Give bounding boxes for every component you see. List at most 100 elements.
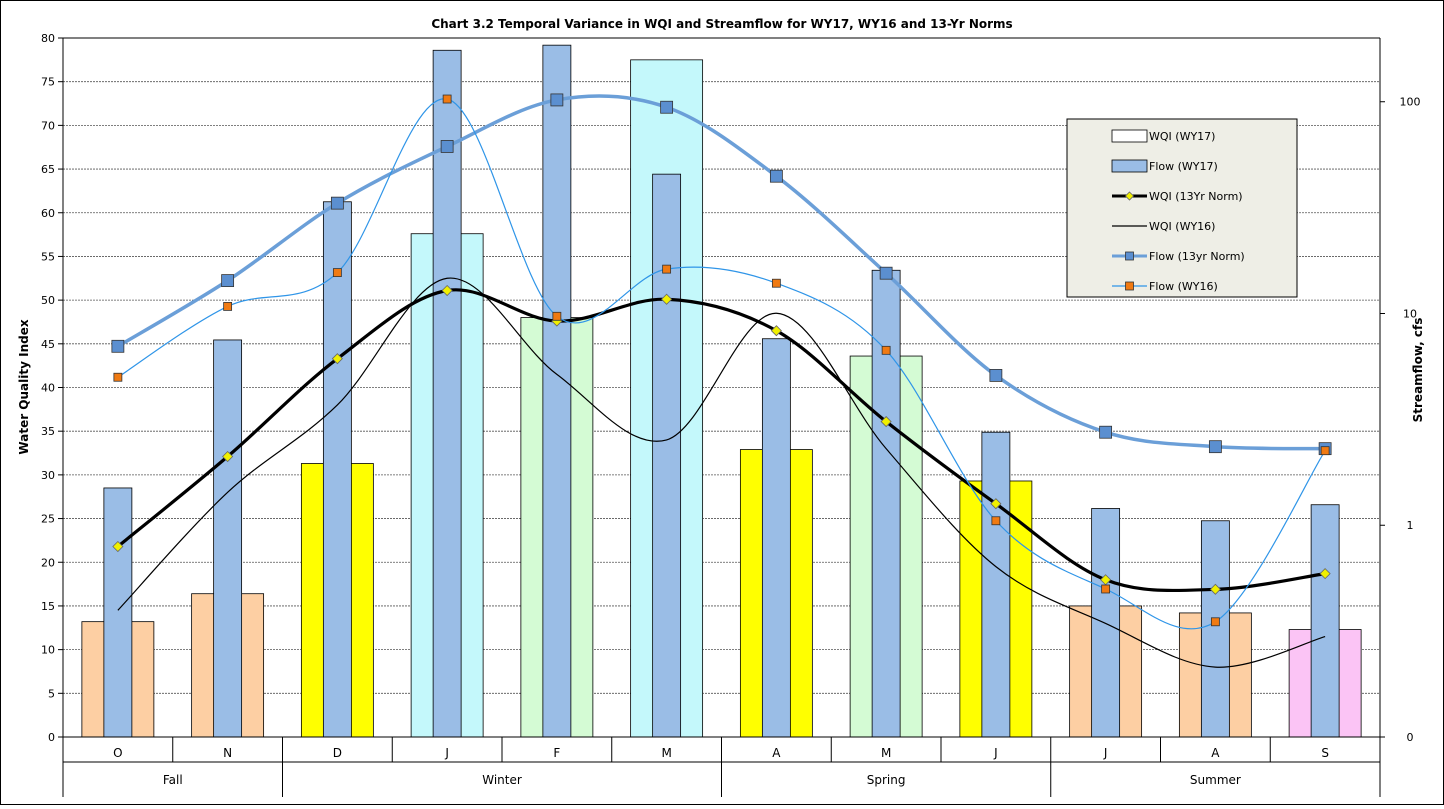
x-tick-label-8: J <box>993 746 998 760</box>
x-tick-label-4: F <box>553 746 560 760</box>
bar-flow-wy17-6 <box>761 338 791 738</box>
y-tick-label-5: 5 <box>48 687 55 700</box>
marker-flow-wy16-3 <box>442 94 452 104</box>
legend-label-flow-13yr-norm: Flow (13yr Norm) <box>1149 250 1245 263</box>
y-tick-label-70: 70 <box>41 119 55 132</box>
marker-flow-13yr-norm-2 <box>330 196 344 210</box>
marker-flow-13yr-norm-4 <box>550 93 564 107</box>
marker-flow-13yr-norm-5 <box>660 100 674 114</box>
marker-flow-wy16-9 <box>1101 584 1111 594</box>
marker-wqi-13yr-norm-1 <box>222 450 234 463</box>
marker-wqi-13yr-norm-6 <box>770 325 782 337</box>
y-tick-label-50: 50 <box>41 294 55 307</box>
marker-wqi-13yr-norm-0 <box>112 540 124 553</box>
marker-flow-wy16-7 <box>881 345 891 355</box>
legend-entry-wqi-wy16: WQI (WY16) <box>1112 220 1215 233</box>
marker-flow-13yr-norm-6 <box>769 169 783 183</box>
marker-layer <box>111 93 1332 627</box>
marker-flow-wy16-8 <box>991 516 1001 526</box>
legend-marker-flow-wy16 <box>1125 281 1134 291</box>
y-tick-label-25: 25 <box>41 513 55 526</box>
marker-wqi-13yr-norm-2 <box>331 353 343 365</box>
bar-flow-wy17-8 <box>981 431 1011 738</box>
marker-wqi-13yr-norm-10 <box>1209 583 1221 595</box>
y-tick-label-55: 55 <box>41 250 55 263</box>
legend-entry-flow-wy17: Flow (WY17) <box>1111 159 1218 173</box>
bar-flow-wy17-0 <box>103 487 133 738</box>
y-tick-label-15: 15 <box>41 600 55 613</box>
marker-flow-13yr-norm-0 <box>111 339 125 353</box>
marker-wqi-13yr-norm-11 <box>1319 568 1331 580</box>
marker-flow-wy16-0 <box>113 372 123 382</box>
x-tick-label-5: M <box>661 746 671 760</box>
bar-flow-wy17-11 <box>1310 504 1340 738</box>
x-tick-label-9: J <box>1103 746 1108 760</box>
y2-tick-label-0: 0 <box>1407 731 1414 744</box>
x-tick-label-3: J <box>444 746 449 760</box>
marker-flow-wy16-2 <box>332 268 342 278</box>
legend-entry-wqi-13yr-norm: WQI (13Yr Norm) <box>1112 190 1243 203</box>
legend-entry-flow-13yr-norm: Flow (13yr Norm) <box>1112 250 1245 263</box>
y-tick-label-0: 0 <box>48 731 55 744</box>
marker-flow-13yr-norm-8 <box>989 369 1003 382</box>
marker-flow-13yr-norm-7 <box>879 266 893 280</box>
marker-flow-wy16-1 <box>223 302 233 311</box>
legend: WQI (WY17) Flow (WY17) WQI (13Yr Norm) WQI … <box>1066 118 1298 298</box>
legend-label-wqi-13yr-norm: WQI (13Yr Norm) <box>1149 190 1243 203</box>
y-tick-label-45: 45 <box>41 338 55 351</box>
y2-tick-label-10: 10 <box>1403 307 1417 320</box>
bar-flow-wy17-10 <box>1200 520 1230 738</box>
legend-label-flow-wy17: Flow (WY17) <box>1149 160 1218 173</box>
season-label-winter: Winter <box>482 773 522 787</box>
marker-flow-wy16-5 <box>662 264 672 274</box>
y2-axis-label: Streamflow, cfs <box>1411 318 1425 423</box>
marker-flow-wy16-11 <box>1320 446 1330 456</box>
y-tick-label-35: 35 <box>41 425 55 438</box>
bar-flow-wy17-4 <box>542 44 572 738</box>
y-tick-label-60: 60 <box>41 207 55 220</box>
y-tick-label-20: 20 <box>41 556 55 569</box>
x-tick-label-1: N <box>223 746 232 760</box>
x-tick-label-11: S <box>1321 746 1329 760</box>
y-tick-label-30: 30 <box>41 469 55 482</box>
bar-flow-wy17-3 <box>432 49 462 738</box>
marker-wqi-13yr-norm-7 <box>880 416 892 428</box>
marker-flow-13yr-norm-10 <box>1208 440 1222 454</box>
axis-layer: 0 5 10 15 20 25 30 35 40 45 50 55 60 65 70 75 80 0 1 10 100 O… <box>41 32 1421 797</box>
chart-title: Chart 3.2 Temporal Variance in WQI and S… <box>431 17 1012 31</box>
marker-flow-wy16-10 <box>1210 617 1220 627</box>
marker-wqi-13yr-norm-8 <box>990 498 1002 510</box>
marker-flow-13yr-norm-9 <box>1099 425 1113 439</box>
marker-flow-13yr-norm-1 <box>221 274 235 288</box>
bar-flow-wy17-9 <box>1091 508 1121 738</box>
y-tick-label-80: 80 <box>41 32 55 45</box>
y-axis-label: Water Quality Index <box>17 319 31 454</box>
season-label-spring: Spring <box>867 773 906 787</box>
x-tick-label-7: M <box>881 746 891 760</box>
marker-flow-wy16-4 <box>552 311 562 321</box>
legend-label-flow-wy16: Flow (WY16) <box>1149 280 1218 293</box>
season-label-fall: Fall <box>163 773 183 787</box>
x-tick-label-6: A <box>772 746 781 760</box>
legend-label-wqi-wy16: WQI (WY16) <box>1149 220 1215 233</box>
bar-flow-wy17-1 <box>213 339 243 738</box>
grid-layer <box>63 37 1380 694</box>
legend-entry-flow-wy16: Flow (WY16) <box>1112 280 1218 293</box>
y2-tick-label-100: 100 <box>1400 96 1421 109</box>
y-tick-label-40: 40 <box>41 382 55 395</box>
x-tick-label-0: O <box>113 746 122 760</box>
marker-flow-wy16-6 <box>771 278 781 288</box>
y-tick-label-75: 75 <box>41 76 55 89</box>
marker-wqi-13yr-norm-5 <box>661 293 673 305</box>
line-wqi-wy16 <box>117 277 1326 668</box>
legend-marker-flow-13yr-norm <box>1125 251 1134 261</box>
y-tick-label-65: 65 <box>41 163 55 176</box>
bar-flow-wy17-5 <box>652 173 682 738</box>
legend-label-wqi-wy17: WQI (WY17) <box>1149 130 1215 143</box>
bar-flow-wy17-2 <box>322 201 352 738</box>
legend-entry-wqi-wy17: WQI (WY17) <box>1111 129 1215 143</box>
x-tick-label-10: A <box>1211 746 1220 760</box>
marker-flow-13yr-norm-3 <box>440 140 454 153</box>
y-tick-label-10: 10 <box>41 644 55 657</box>
